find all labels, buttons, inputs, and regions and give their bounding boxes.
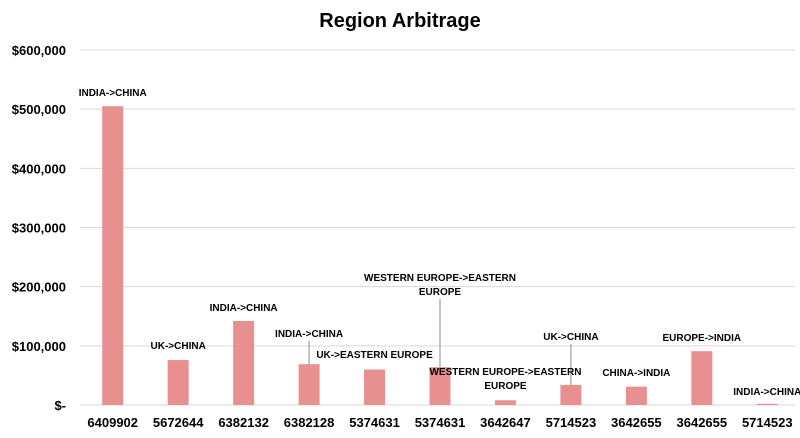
x-tick-label: 5714523 — [546, 415, 597, 430]
y-tick-label: $500,000 — [12, 102, 66, 117]
data-label: INDIA->CHINA — [733, 387, 800, 398]
bar — [233, 320, 255, 405]
bar — [429, 367, 451, 405]
data-labels: INDIA->CHINA UK->CHINA INDIA->CHINA INDIA->… — [79, 88, 800, 398]
data-label-line: WESTERN EUROPE->EASTERN — [364, 273, 516, 284]
bar — [560, 384, 582, 405]
label-leader-lines — [308, 299, 572, 385]
data-label-line: WESTERN EUROPE->EASTERN — [429, 367, 581, 378]
bar — [167, 360, 189, 405]
data-label-line: UK->CHINA — [151, 341, 206, 352]
bar — [364, 369, 386, 405]
x-tick-label: 5374631 — [415, 415, 466, 430]
data-label: UK->EASTERN EUROPE — [316, 350, 433, 361]
data-label: UK->CHINA — [151, 341, 206, 352]
data-label: WESTERN EUROPE->EASTERN EUROPE — [364, 273, 516, 298]
x-tick-label: 5374631 — [349, 415, 400, 430]
data-label: INDIA->CHINA — [79, 88, 147, 99]
y-axis-ticks: $- $100,000 $200,000 $300,000 $400,000 $500,0… — [12, 43, 66, 413]
bar — [625, 386, 647, 405]
x-tick-label: 3642655 — [611, 415, 662, 430]
x-tick-label: 6409902 — [87, 415, 138, 430]
data-label: INDIA->CHINA — [275, 329, 343, 340]
bar — [298, 364, 320, 405]
x-tick-label: 3642647 — [480, 415, 531, 430]
y-tick-label: $- — [54, 398, 66, 413]
data-label-line: INDIA->CHINA — [275, 329, 343, 340]
x-tick-label: 5714523 — [742, 415, 793, 430]
data-label: EUROPE->INDIA — [663, 333, 742, 344]
data-label-line: EUROPE->INDIA — [663, 333, 742, 344]
data-label: CHINA->INDIA — [602, 368, 670, 379]
bar — [756, 403, 778, 405]
y-tick-label: $600,000 — [12, 43, 66, 58]
data-label-line: EUROPE — [484, 381, 527, 392]
bar — [691, 351, 713, 405]
data-label-line: INDIA->CHINA — [79, 88, 147, 99]
chart-title: Region Arbitrage — [319, 10, 481, 32]
bars — [102, 106, 778, 405]
data-label-line: CHINA->INDIA — [602, 368, 670, 379]
gridlines — [80, 49, 795, 406]
bar — [102, 106, 124, 405]
data-label-line: INDIA->CHINA — [733, 387, 800, 398]
x-tick-label: 5672644 — [153, 415, 204, 430]
data-label: INDIA->CHINA — [210, 303, 278, 314]
y-tick-label: $100,000 — [12, 339, 66, 354]
y-tick-label: $200,000 — [12, 280, 66, 295]
y-tick-label: $400,000 — [12, 161, 66, 176]
data-label-line: UK->CHINA — [543, 332, 598, 343]
data-label-line: UK->EASTERN EUROPE — [316, 350, 433, 361]
bar — [494, 400, 516, 405]
y-tick-label: $300,000 — [12, 221, 66, 236]
x-axis-ticks: 6409902 5672644 6382132 6382128 5374631 53746… — [87, 415, 792, 430]
x-tick-label: 6382128 — [284, 415, 335, 430]
data-label-line: INDIA->CHINA — [210, 303, 278, 314]
data-label: UK->CHINA — [543, 332, 598, 343]
data-label-line: EUROPE — [419, 287, 462, 298]
x-tick-label: 3642655 — [677, 415, 728, 430]
data-label: WESTERN EUROPE->EASTERN EUROPE — [429, 367, 581, 392]
x-tick-label: 6382132 — [218, 415, 269, 430]
